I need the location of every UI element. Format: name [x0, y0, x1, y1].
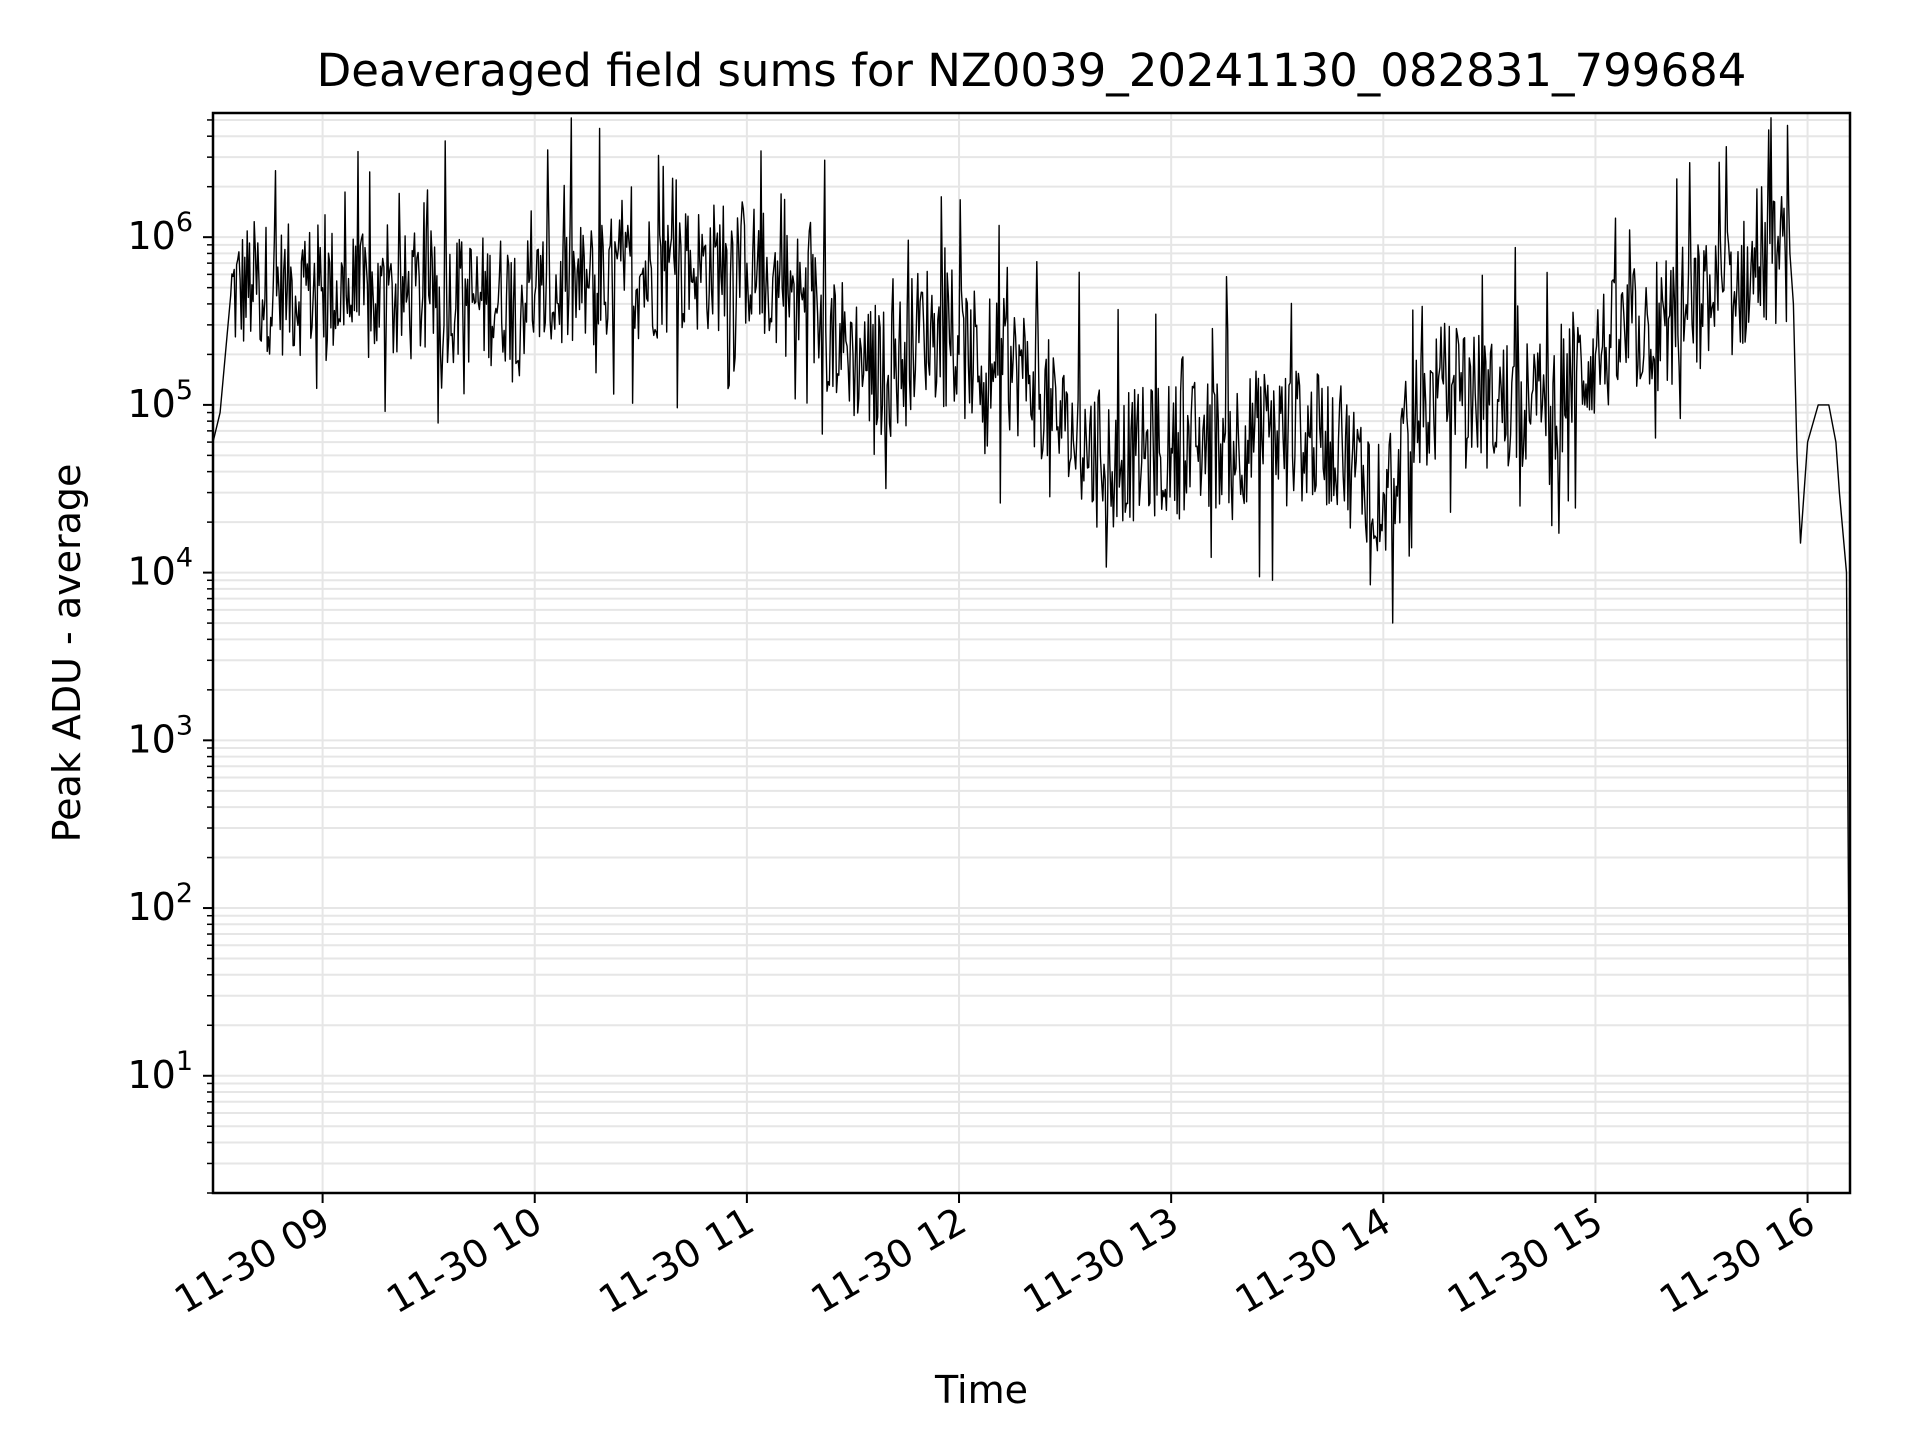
- y-tick-exponent: 6: [176, 207, 193, 238]
- chart-title: Deaveraged field sums for NZ0039_2024113…: [317, 44, 1747, 97]
- y-tick-exponent: 3: [176, 710, 193, 741]
- y-tick-exponent: 2: [176, 878, 193, 909]
- y-tick-label: 106: [127, 207, 193, 258]
- y-tick-label: 101: [127, 1046, 193, 1097]
- y-tick-base: 10: [127, 214, 175, 258]
- grid: [213, 113, 1850, 1194]
- series-line: [213, 117, 1850, 1143]
- y-tick-base: 10: [127, 717, 175, 761]
- y-tick-base: 10: [127, 885, 175, 929]
- y-tick-exponent: 4: [176, 543, 193, 574]
- y-tick-label: 104: [127, 543, 193, 594]
- series-layer: [213, 117, 1850, 1143]
- x-axis-label: Time: [934, 1368, 1028, 1412]
- y-tick-base: 10: [127, 382, 175, 426]
- y-tick-base: 10: [127, 550, 175, 594]
- y-tick-label: 102: [127, 878, 193, 929]
- y-tick-exponent: 1: [176, 1046, 193, 1077]
- y-tick-exponent: 5: [176, 375, 193, 406]
- y-axis-label: Peak ADU - average: [45, 464, 89, 843]
- y-tick-label: 105: [127, 375, 193, 426]
- plot-frame: [211, 111, 1852, 1195]
- y-tick-label: 103: [127, 710, 193, 761]
- y-tick-base: 10: [127, 1053, 175, 1097]
